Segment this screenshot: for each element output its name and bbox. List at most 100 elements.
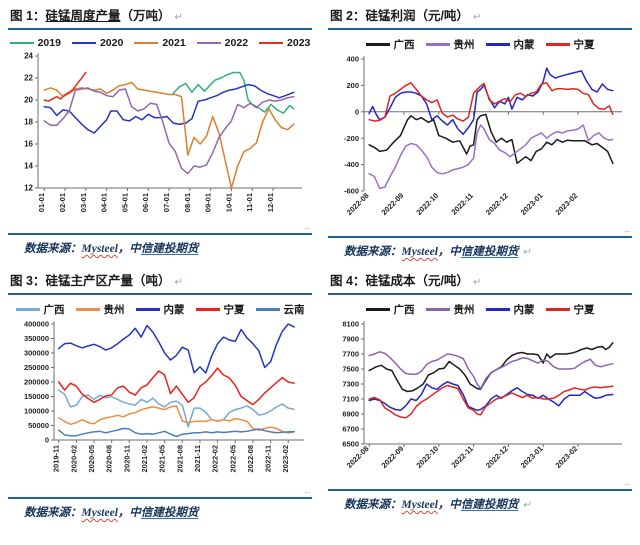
svg-text:2023-01: 2023-01 — [519, 191, 545, 217]
return-mark-icon: ↵ — [472, 12, 482, 23]
figure-panel-3: 图 3：硅锰主产区产量（吨） ↵ 广西 贵州 内蒙 宁夏 云南 0 50000 100000 1… — [8, 267, 312, 522]
source-mysteel-link[interactable]: Mysteel — [401, 246, 438, 258]
series-line-内蒙 — [368, 381, 614, 412]
svg-text:400000: 400000 — [24, 320, 49, 329]
svg-text:22: 22 — [24, 74, 33, 83]
svg-text:2020-02: 2020-02 — [69, 445, 78, 473]
legend-label: 2022 — [224, 37, 249, 49]
data-source-note: 数据来源：Mysteel，中信建投期货 ↵ — [328, 491, 632, 514]
source-mysteel-link[interactable]: Mysteel — [401, 499, 438, 511]
svg-text:18: 18 — [24, 118, 33, 127]
source-cjsc-link[interactable]: 信建投期货 — [140, 243, 199, 255]
series-line-2021 — [43, 81, 295, 189]
source-label: 数据来源： — [344, 246, 402, 258]
series-line-云南 — [57, 427, 295, 438]
series-line-贵州 — [368, 351, 614, 390]
chart-plot: 12 14 16 18 20 22 24 01-01 02-01 03-01 04-01 05-01 0… — [24, 52, 302, 212]
svg-text:2020-11: 2020-11 — [122, 445, 131, 472]
figure-name: 硅锰成本 — [365, 274, 416, 288]
chart-plot: 0 50000 100000 150000 200000 250000 300000 3500… — [24, 320, 304, 473]
title-rule — [8, 293, 312, 295]
legend-item: 广西 — [15, 302, 65, 317]
return-mark-icon: ↵ — [174, 277, 183, 288]
figure-panel-1: 图 1：硅锰周度产量（万吨） ↵ 2019 2020 2021 2022 2023 12 1… — [8, 2, 312, 261]
source-label: 数据来源： — [24, 507, 82, 519]
source-label: 数据来源： — [344, 499, 402, 511]
source-cjsc-link[interactable]: 信建投期货 — [140, 507, 199, 519]
figure-1-title: 图 1：硅锰周度产量（万吨） ↵ — [8, 2, 312, 28]
legend-item: 贵州 — [75, 302, 125, 317]
svg-text:2022-10: 2022-10 — [414, 444, 440, 470]
svg-text:6500: 6500 — [342, 440, 359, 449]
svg-text:2022-09: 2022-09 — [380, 444, 406, 470]
svg-text:2022-11: 2022-11 — [449, 191, 475, 217]
legend-swatch-icon — [259, 41, 284, 45]
svg-text:2020-05: 2020-05 — [87, 445, 96, 473]
svg-text:250000: 250000 — [24, 363, 49, 372]
legend-label: 2023 — [287, 37, 311, 49]
return-mark-icon: ↵ — [522, 500, 531, 511]
chart-1-area: 12 14 16 18 20 22 24 01-01 02-01 03-01 04-01 05-01 0… — [8, 50, 312, 232]
bottom-rule: ← — [328, 479, 632, 491]
legend-item: 宁夏 — [545, 302, 595, 317]
chart-2-area: -600 -400 -200 0 200 400 2022-08 2022-09 2022-10… — [328, 53, 632, 235]
series-line-宁夏 — [368, 82, 614, 122]
source-mysteel-link[interactable]: Mysteel — [81, 243, 118, 255]
legend-label: 贵州 — [453, 39, 475, 51]
legend-label: 贵州 — [103, 304, 125, 316]
source-cjsc-prefix: 中 — [449, 246, 461, 258]
legend-item: 2019 — [9, 37, 61, 49]
svg-text:2019-11: 2019-11 — [52, 445, 61, 472]
legend-swatch-icon — [71, 41, 96, 45]
legend-swatch-icon — [135, 308, 160, 311]
legend-swatch-icon — [365, 43, 390, 46]
data-source-note: 数据来源：Mysteel，中信建投期货 — [8, 499, 312, 522]
svg-text:200000: 200000 — [24, 378, 49, 387]
svg-text:0: 0 — [45, 436, 49, 445]
legend-item: 宁夏 — [545, 37, 595, 52]
svg-text:01-01: 01-01 — [37, 193, 46, 212]
legend-item: 广西 — [365, 302, 415, 317]
source-cjsc-link[interactable]: 信建投期货 — [460, 499, 519, 511]
svg-text:10-01: 10-01 — [224, 193, 233, 212]
chart-4-legend: 广西 贵州 内蒙 宁夏 — [328, 295, 632, 318]
svg-text:2023-02: 2023-02 — [554, 191, 580, 217]
svg-text:300000: 300000 — [24, 349, 49, 358]
figure-number: 图 3： — [10, 274, 46, 288]
legend-item: 内蒙 — [135, 302, 185, 317]
svg-text:2022-12: 2022-12 — [484, 444, 510, 470]
svg-text:2022-10: 2022-10 — [414, 191, 440, 217]
line-break-mark-icon: ← — [623, 478, 632, 488]
svg-text:2022-11: 2022-11 — [449, 444, 475, 470]
svg-text:2020-08: 2020-08 — [105, 445, 114, 473]
svg-text:7700: 7700 — [342, 350, 359, 359]
line-break-mark-icon: ← — [623, 225, 632, 235]
chart-plot: 6500 6700 6900 7100 7300 7500 7700 7900 8100 2022… — [342, 320, 622, 470]
svg-text:2022-02: 2022-02 — [211, 445, 220, 473]
legend-item: 贵州 — [425, 302, 475, 317]
series-line-宁夏 — [368, 384, 614, 419]
figure-number: 图 1： — [10, 9, 46, 23]
svg-text:2022-09: 2022-09 — [380, 191, 406, 217]
legend-item: 2022 — [196, 37, 249, 49]
svg-text:7500: 7500 — [342, 365, 359, 374]
source-mysteel-link[interactable]: Mysteel — [81, 507, 118, 519]
svg-text:-600: -600 — [344, 187, 359, 196]
svg-text:2022-11: 2022-11 — [264, 445, 273, 472]
legend-label: 宁夏 — [573, 39, 595, 51]
svg-text:0: 0 — [355, 107, 359, 116]
source-cjsc-link[interactable]: 信建投期货 — [460, 246, 519, 258]
return-mark-icon: ↵ — [472, 277, 482, 288]
bottom-rule: ← — [8, 223, 312, 235]
legend-label: 2021 — [162, 37, 186, 49]
legend-label: 内蒙 — [513, 304, 535, 316]
figure-number: 图 4： — [330, 274, 366, 288]
svg-text:2022-08: 2022-08 — [246, 445, 255, 473]
return-mark-icon: ↵ — [522, 247, 531, 258]
chart-3-legend: 广西 贵州 内蒙 宁夏 云南 — [8, 295, 312, 318]
legend-item: 内蒙 — [485, 302, 535, 317]
legend-swatch-icon — [75, 308, 100, 311]
figure-name: 硅锰主产区产量 — [45, 274, 133, 288]
series-line-广西 — [57, 389, 295, 428]
svg-text:-200: -200 — [344, 134, 359, 143]
